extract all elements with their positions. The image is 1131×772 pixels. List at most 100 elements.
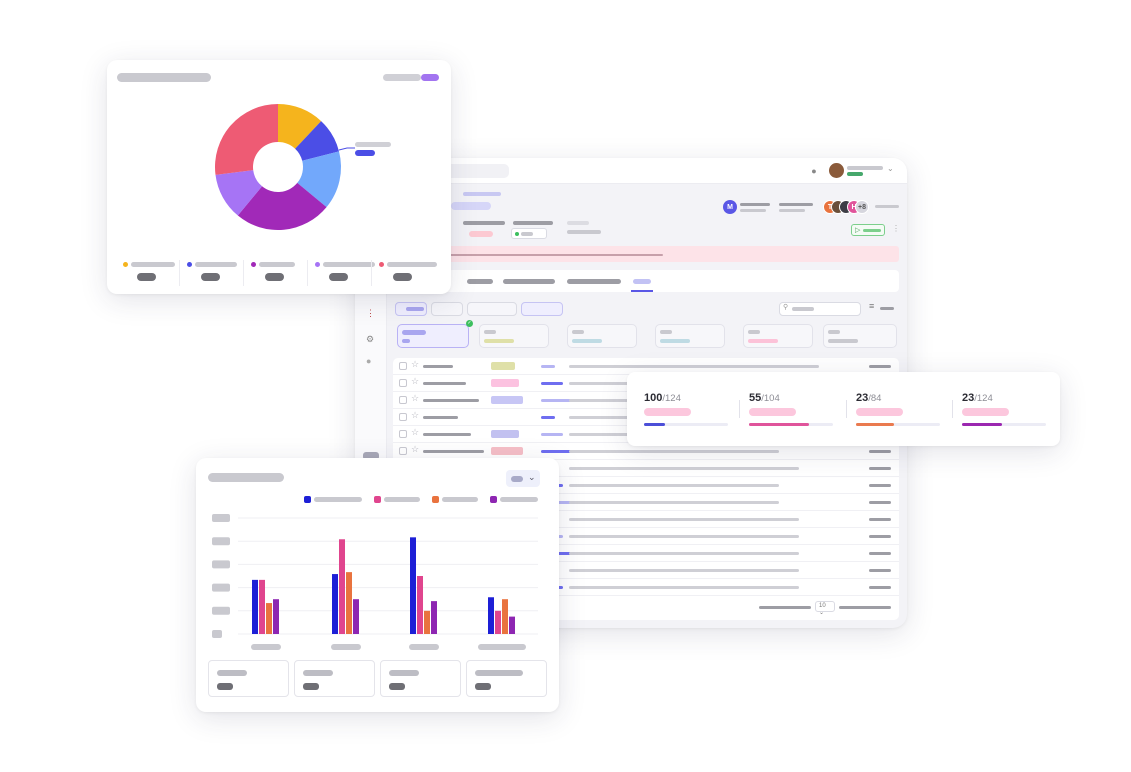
tab-active[interactable] xyxy=(633,279,651,284)
bar[interactable] xyxy=(259,579,265,634)
slice-callout-label xyxy=(355,142,391,147)
bar[interactable] xyxy=(266,603,272,634)
stage-card[interactable]: ✓ xyxy=(397,320,473,348)
donut-slice[interactable] xyxy=(297,151,341,208)
y-tick-label xyxy=(212,537,230,546)
sidebar-collapse-button[interactable] xyxy=(363,452,379,460)
bar[interactable] xyxy=(339,539,345,634)
progress-metric: 23/124 xyxy=(962,390,1050,432)
x-tick-label xyxy=(251,644,281,650)
row-checkbox[interactable] xyxy=(399,362,407,370)
legend-swatch xyxy=(432,496,439,503)
donut-slice[interactable] xyxy=(295,121,340,161)
bar[interactable] xyxy=(509,616,515,634)
breadcrumb[interactable] xyxy=(463,192,501,196)
alert-banner xyxy=(387,246,899,262)
star-icon[interactable]: ☆ xyxy=(411,376,420,386)
bar[interactable] xyxy=(502,599,508,634)
progress-metric: 55/104 xyxy=(749,390,837,432)
row-checkbox[interactable] xyxy=(399,379,407,387)
y-tick-label xyxy=(212,514,230,522)
tab[interactable] xyxy=(503,279,555,284)
bar[interactable] xyxy=(252,579,258,634)
user-avatar[interactable] xyxy=(829,163,844,178)
legend-swatch xyxy=(374,496,381,503)
bar[interactable] xyxy=(417,576,423,634)
star-icon[interactable]: ☆ xyxy=(411,410,420,420)
card-title xyxy=(117,73,211,82)
sidebar-dots-icon[interactable]: ⋮ xyxy=(366,308,375,318)
chevron-down-icon: ⌄ xyxy=(528,472,536,482)
status-select[interactable] xyxy=(511,228,547,239)
bar[interactable] xyxy=(273,599,279,634)
metric-label xyxy=(856,408,903,416)
bell-icon[interactable]: ● xyxy=(811,166,817,176)
team-avatar[interactable]: +8 xyxy=(855,200,869,214)
stage-card[interactable] xyxy=(823,324,897,348)
progress-metric: 100/124 xyxy=(644,390,732,432)
metric-value: 23/84 xyxy=(856,392,882,404)
row-checkbox[interactable] xyxy=(399,396,407,404)
legend-swatch xyxy=(490,496,497,503)
kpi-tile xyxy=(466,660,547,697)
row-checkbox[interactable] xyxy=(399,430,407,438)
stage-card[interactable] xyxy=(655,324,725,348)
stage-card[interactable] xyxy=(479,324,549,348)
bar[interactable] xyxy=(353,599,359,634)
legend-item xyxy=(123,260,189,286)
columns-icon[interactable]: ≡ xyxy=(869,301,875,311)
pagination-pages[interactable] xyxy=(839,606,891,609)
bar[interactable] xyxy=(495,610,501,634)
page-title xyxy=(451,202,491,210)
filter-dropdown[interactable] xyxy=(467,302,517,316)
sidebar-settings-icon[interactable]: ⚙ xyxy=(366,334,375,344)
bar[interactable] xyxy=(424,610,430,634)
stage-card[interactable] xyxy=(567,324,637,348)
donut-slice[interactable] xyxy=(215,170,263,216)
owner-name xyxy=(740,203,770,206)
table-row[interactable]: ☆ xyxy=(393,443,899,460)
bar[interactable] xyxy=(410,537,416,634)
donut-chart xyxy=(215,104,355,230)
priority-badge xyxy=(469,231,493,237)
progress-metric: 23/84 xyxy=(856,390,944,432)
star-icon[interactable]: ☆ xyxy=(411,427,420,437)
tab[interactable] xyxy=(567,279,621,284)
donut-slice[interactable] xyxy=(278,104,322,149)
stage-card[interactable] xyxy=(743,324,813,348)
chevron-down-icon[interactable]: ⌄ xyxy=(887,164,894,173)
row-checkbox[interactable] xyxy=(399,413,407,421)
donut-slice[interactable] xyxy=(237,182,327,230)
filter-dropdown[interactable] xyxy=(431,302,463,316)
bar[interactable] xyxy=(431,601,437,634)
start-timer-button[interactable]: ▷ xyxy=(851,224,885,236)
more-menu-icon[interactable]: ⋮ xyxy=(892,224,900,233)
team-label xyxy=(779,203,813,206)
progress-bar xyxy=(749,423,833,426)
refresh-filter-chip[interactable] xyxy=(395,302,427,316)
filter-bar: ⚲ ≡ xyxy=(387,298,899,320)
progress-card: 100/124 55/104 23/84 23/124 xyxy=(627,372,1060,446)
period-select[interactable]: ⌄ xyxy=(506,470,540,487)
tab[interactable] xyxy=(467,279,493,284)
bar[interactable] xyxy=(488,597,494,634)
bar[interactable] xyxy=(346,572,352,634)
row-checkbox[interactable] xyxy=(399,447,407,455)
page-size-select[interactable]: 10 ⌄ xyxy=(815,601,835,616)
donut-slice[interactable] xyxy=(215,104,278,175)
progress-bar xyxy=(644,423,728,426)
star-icon[interactable]: ☆ xyxy=(411,444,420,454)
star-icon[interactable]: ☆ xyxy=(411,359,420,369)
bar[interactable] xyxy=(332,574,338,634)
export-chip[interactable] xyxy=(521,302,563,316)
y-tick-label xyxy=(212,630,222,638)
owner-avatar[interactable]: M xyxy=(723,200,737,214)
sidebar-bell-icon[interactable]: ● xyxy=(366,356,372,366)
metric-label xyxy=(644,408,691,416)
user-name xyxy=(847,166,883,170)
star-icon[interactable]: ☆ xyxy=(411,393,420,403)
search-icon: ⚲ xyxy=(783,304,789,311)
toggle-active[interactable] xyxy=(421,74,439,81)
table-search-input[interactable]: ⚲ xyxy=(779,302,861,316)
legend-item xyxy=(379,260,445,286)
